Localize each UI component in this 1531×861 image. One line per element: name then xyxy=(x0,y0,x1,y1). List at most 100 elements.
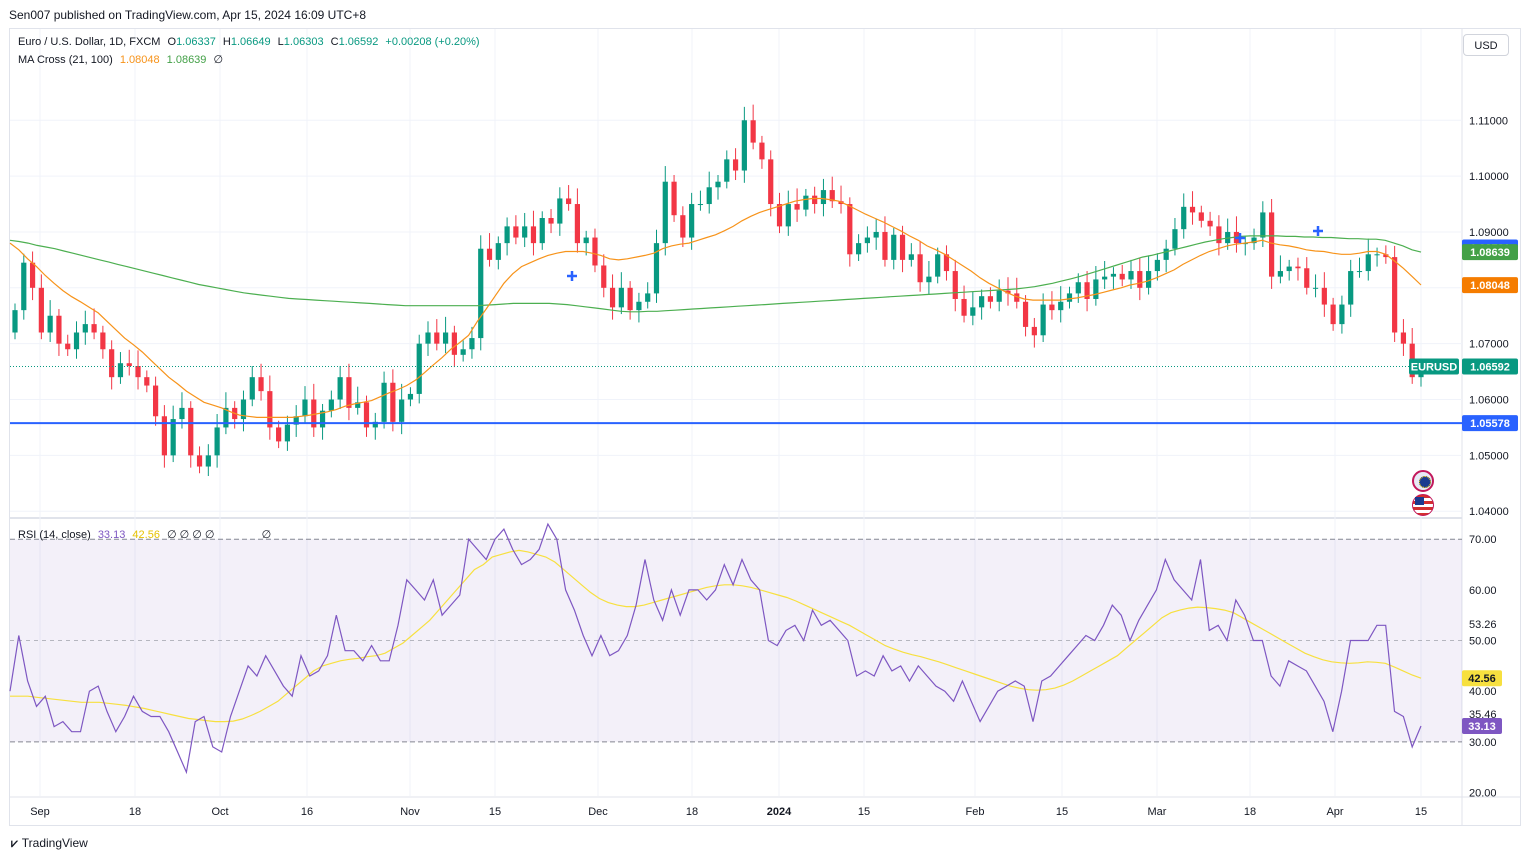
candle-body xyxy=(293,416,299,425)
time-tick-label: Feb xyxy=(966,806,985,818)
candle-body xyxy=(671,181,677,216)
candle-body xyxy=(539,218,545,244)
candle-body xyxy=(319,410,326,428)
candle-body xyxy=(284,424,291,442)
candle-body xyxy=(478,248,484,339)
candle-body xyxy=(240,399,247,420)
rsi-ma-line xyxy=(10,549,1422,723)
time-tick-label: 15 xyxy=(1056,806,1068,818)
ma-fast-value: 1.08048 xyxy=(119,54,160,66)
time-tick-label: 16 xyxy=(301,806,313,818)
candle-body xyxy=(803,195,809,210)
close-value: 1.06592 xyxy=(338,36,379,48)
candle-body xyxy=(530,226,537,244)
candle-body xyxy=(873,231,879,238)
ma-slow-line xyxy=(9,235,1422,313)
candle-body xyxy=(856,243,862,255)
candle-body xyxy=(1304,268,1310,288)
candle-body xyxy=(794,204,800,210)
candle-body xyxy=(715,181,721,188)
candle-body xyxy=(618,287,624,308)
time-tick-label: Mar xyxy=(1148,806,1167,818)
candle-body xyxy=(662,181,668,244)
candle-body xyxy=(609,287,616,308)
high-value: 1.06649 xyxy=(230,36,271,48)
candle-body xyxy=(970,307,976,316)
candle-body xyxy=(645,293,651,302)
symbol-tag-text: EURUSD xyxy=(1411,361,1458,373)
rsi-value-label: 53.26 xyxy=(1469,619,1497,631)
eu-flag-icon[interactable] xyxy=(1412,470,1434,492)
time-tick-label: 2024 xyxy=(767,806,792,818)
candle-body xyxy=(1093,279,1099,299)
candle-body xyxy=(750,120,756,143)
candle-body xyxy=(1058,301,1064,311)
rsi-value-box xyxy=(1462,670,1502,687)
candle-body xyxy=(1163,248,1169,260)
candle-body xyxy=(601,265,607,288)
candle-body xyxy=(566,198,572,205)
time-tick-label: 18 xyxy=(686,806,698,818)
candle-body xyxy=(1049,304,1055,311)
candle-body xyxy=(1383,254,1389,258)
candle-body xyxy=(987,296,994,302)
candle-body xyxy=(223,407,229,428)
candle-body xyxy=(425,332,431,344)
chart-frame xyxy=(9,28,1521,826)
ohlc-high: H1.06649 xyxy=(223,36,271,48)
currency-button[interactable]: USD xyxy=(1463,34,1509,56)
ma-title[interactable]: MA Cross (21, 100) xyxy=(18,54,113,66)
candle-body xyxy=(486,248,493,260)
us-flag-icon[interactable] xyxy=(1412,494,1434,516)
candle-body xyxy=(1339,304,1345,325)
price-tick-label: 1.06000 xyxy=(1469,395,1509,407)
candle-body xyxy=(1374,254,1380,256)
rsi-value-text: 42.56 xyxy=(1468,673,1496,685)
time-tick-label: Sep xyxy=(30,806,50,818)
rsi-extra-values: ∅ ∅ ∅ ∅ xyxy=(167,529,215,541)
candle-body xyxy=(1207,220,1213,227)
candle-body xyxy=(109,349,115,378)
price-label-box xyxy=(1462,277,1518,294)
price-tick-label: 1.11000 xyxy=(1469,115,1508,127)
tradingview-logo[interactable]: ⩗ TradingView xyxy=(11,836,88,851)
candle-body xyxy=(91,324,97,333)
candle-body xyxy=(1066,293,1073,302)
candle-body xyxy=(495,243,501,260)
symbol-title[interactable]: Euro / U.S. Dollar, 1D, FXCM xyxy=(18,36,161,48)
candle-body xyxy=(1084,282,1090,299)
ma-cross-marker-icon xyxy=(567,271,577,281)
open-value: 1.06337 xyxy=(176,36,216,48)
price-tick-label: 1.04000 xyxy=(1469,506,1509,518)
publish-bar: Sen007 published on TradingView.com, Apr… xyxy=(0,0,1531,28)
price-label-box xyxy=(1462,415,1518,432)
time-tick-label: 18 xyxy=(1244,806,1256,818)
time-tick-label: Dec xyxy=(588,806,608,818)
candle-body xyxy=(196,455,203,467)
candle-body xyxy=(47,315,53,333)
candle-body xyxy=(583,237,589,244)
candle-body xyxy=(1312,287,1319,289)
high-label: H xyxy=(222,36,231,48)
ma-slow-value: 1.08639 xyxy=(166,54,207,66)
candle-body xyxy=(908,254,914,260)
candle-body xyxy=(1040,304,1046,336)
rsi-title[interactable]: RSI (14, close) xyxy=(18,529,91,541)
candle-body xyxy=(882,231,888,260)
candle-body xyxy=(82,324,88,333)
rsi-value: 33.13 xyxy=(97,529,126,541)
candle-body xyxy=(117,363,124,378)
candle-body xyxy=(267,391,273,428)
candle-body xyxy=(1181,206,1187,230)
open-label: O xyxy=(167,36,177,48)
candle-body xyxy=(1075,282,1081,294)
rsi-ma-value: 42.56 xyxy=(132,529,160,541)
candle-body xyxy=(363,402,370,428)
candle-body xyxy=(917,254,923,283)
candle-body xyxy=(372,421,378,428)
candle-body xyxy=(996,290,1002,302)
candle-body xyxy=(891,234,897,260)
candle-body xyxy=(899,234,906,260)
price-tick-label: 1.10000 xyxy=(1469,171,1509,183)
